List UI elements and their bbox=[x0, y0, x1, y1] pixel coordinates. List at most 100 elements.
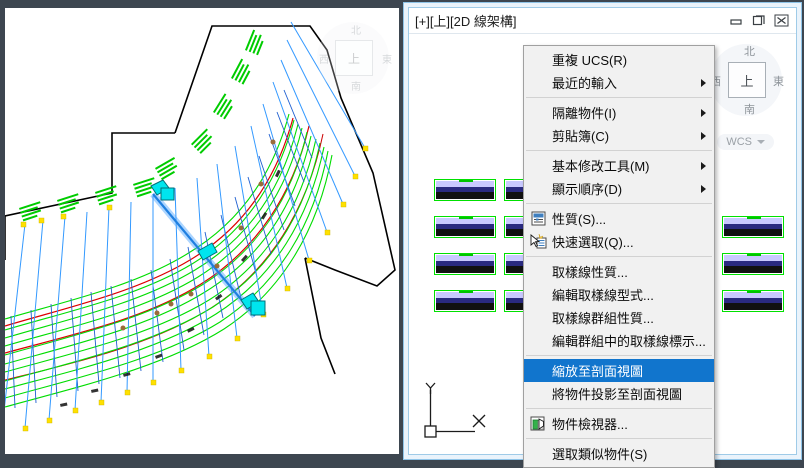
section-view-thumb[interactable] bbox=[434, 253, 496, 275]
section-grid-band bbox=[436, 261, 494, 266]
section-sky-band bbox=[436, 292, 494, 298]
menu-item-isolate-objects[interactable]: 隔離物件(I) bbox=[524, 101, 714, 124]
section-title-bar bbox=[458, 179, 473, 182]
section-ground-band bbox=[436, 266, 494, 273]
menu-separator bbox=[526, 355, 712, 356]
menu-item-label: 將物件投影至剖面視圖 bbox=[552, 387, 683, 402]
section-grid-band bbox=[724, 224, 782, 229]
menu-item-repeat-ucs[interactable]: 重複 UCS(R) bbox=[524, 48, 714, 71]
section-title-bar bbox=[458, 290, 473, 293]
menu-item-label: 取樣線性質... bbox=[552, 265, 628, 280]
section-ground-band bbox=[724, 229, 782, 236]
section-selection-box bbox=[722, 253, 784, 275]
section-ground-band bbox=[724, 303, 782, 310]
menu-separator bbox=[526, 97, 712, 98]
menu-item-recent-input[interactable]: 最近的輸入 bbox=[524, 71, 714, 94]
menu-item-label: 編輯群組中的取樣線標示... bbox=[552, 334, 706, 349]
section-grid-band bbox=[436, 224, 494, 229]
close-icon[interactable] bbox=[773, 13, 790, 28]
viewcube-west-label[interactable]: 西 bbox=[710, 76, 721, 88]
window-titlebar[interactable]: [+][上][2D 線架構] bbox=[409, 8, 796, 34]
submenu-arrow-icon bbox=[701, 108, 706, 117]
menu-item-sample-line-group-properties[interactable]: 取樣線群組性質... bbox=[524, 306, 714, 329]
section-selection-box bbox=[434, 179, 496, 201]
section-grid-band bbox=[724, 261, 782, 266]
menu-separator bbox=[526, 408, 712, 409]
section-title-bar bbox=[746, 253, 761, 256]
section-view-thumb[interactable] bbox=[722, 290, 784, 312]
section-ground-band bbox=[436, 303, 494, 310]
section-view-thumb[interactable] bbox=[722, 216, 784, 238]
menu-item-label: 編輯取樣線型式... bbox=[552, 288, 654, 303]
section-grid-band bbox=[724, 298, 782, 303]
section-title-bar bbox=[746, 216, 761, 219]
section-view-thumb[interactable] bbox=[434, 290, 496, 312]
menu-item-clipboard[interactable]: 剪貼簿(C) bbox=[524, 124, 714, 147]
menu-item-label: 縮放至剖面視圖 bbox=[552, 364, 644, 379]
section-selection-box bbox=[722, 216, 784, 238]
menu-item-quick-select[interactable]: 快速選取(Q)... bbox=[524, 230, 714, 253]
menu-item-label: 最近的輸入 bbox=[552, 76, 618, 91]
menu-item-basic-modify-tools[interactable]: 基本修改工具(M) bbox=[524, 154, 714, 177]
menu-item-label: 重複 UCS(R) bbox=[552, 53, 628, 68]
section-selection-box bbox=[722, 290, 784, 312]
section-view-thumb[interactable] bbox=[722, 253, 784, 275]
chevron-down-icon[interactable] bbox=[757, 140, 765, 144]
context-menu[interactable]: 重複 UCS(R) 最近的輸入 隔離物件(I) 剪貼簿(C) 基本修改工具(M)… bbox=[523, 45, 715, 468]
section-view-thumb[interactable] bbox=[434, 216, 496, 238]
background-drawing-window[interactable]: 北 西 東 南 上 bbox=[0, 0, 403, 462]
section-sky-band bbox=[724, 292, 782, 298]
section-sky-band bbox=[724, 218, 782, 224]
menu-separator bbox=[526, 438, 712, 439]
section-sky-band bbox=[436, 218, 494, 224]
section-selection-box bbox=[434, 216, 496, 238]
menu-separator bbox=[526, 256, 712, 257]
menu-item-label: 快速選取(Q)... bbox=[552, 235, 634, 250]
menu-item-edit-sample-line-style[interactable]: 編輯取樣線型式... bbox=[524, 283, 714, 306]
section-selection-box bbox=[434, 253, 496, 275]
minimize-icon[interactable] bbox=[727, 13, 744, 28]
section-view-thumb[interactable] bbox=[434, 179, 496, 201]
window-title: [+][上][2D 線架構] bbox=[415, 14, 517, 29]
menu-item-properties[interactable]: 性質(S)... bbox=[524, 207, 714, 230]
menu-item-object-viewer[interactable]: 物件檢視器... bbox=[524, 412, 714, 435]
menu-item-select-similar[interactable]: 選取類似物件(S) bbox=[524, 442, 714, 465]
menu-item-edit-sample-line-labels-in-group[interactable]: 編輯群組中的取樣線標示... bbox=[524, 329, 714, 352]
menu-item-label: 取樣線群組性質... bbox=[552, 311, 654, 326]
menu-item-label: 選取類似物件(S) bbox=[552, 447, 648, 462]
section-sky-band bbox=[724, 255, 782, 261]
menu-item-label: 物件檢視器... bbox=[552, 417, 628, 432]
ucs-icon: X Y bbox=[423, 382, 493, 440]
menu-item-label: 隔離物件(I) bbox=[552, 106, 617, 121]
left-drawing-canvas[interactable]: 北 西 東 南 上 bbox=[5, 8, 399, 454]
section-sky-band bbox=[436, 255, 494, 261]
submenu-arrow-icon bbox=[701, 78, 706, 87]
menu-item-zoom-to-section-view[interactable]: 縮放至剖面視圖 bbox=[524, 359, 714, 382]
viewcube[interactable]: 北 西 東 南 上 bbox=[700, 38, 792, 130]
menu-item-label: 剪貼簿(C) bbox=[552, 129, 610, 144]
viewcube-north-label[interactable]: 北 bbox=[744, 46, 755, 58]
viewcube-top-face[interactable]: 上 bbox=[728, 62, 766, 98]
wcs-selector[interactable]: WCS bbox=[717, 134, 774, 150]
corridor-plan-graphics bbox=[5, 21, 396, 432]
restore-icon[interactable] bbox=[750, 13, 767, 28]
object-viewer-icon bbox=[530, 416, 547, 432]
viewcube-east-label[interactable]: 東 bbox=[773, 76, 784, 88]
section-selection-box bbox=[434, 290, 496, 312]
section-title-bar bbox=[746, 290, 761, 293]
section-ground-band bbox=[436, 229, 494, 236]
menu-item-label: 顯示順序(D) bbox=[552, 182, 623, 197]
menu-item-project-objects-to-section-view[interactable]: 將物件投影至剖面視圖 bbox=[524, 382, 714, 405]
section-grid-band bbox=[436, 187, 494, 192]
properties-icon bbox=[530, 211, 547, 227]
section-ground-band bbox=[724, 266, 782, 273]
viewcube-south-label[interactable]: 南 bbox=[744, 104, 755, 116]
submenu-arrow-icon bbox=[701, 131, 706, 140]
menu-item-sample-line-properties[interactable]: 取樣線性質... bbox=[524, 260, 714, 283]
quick-select-icon bbox=[530, 233, 547, 250]
window-control-buttons bbox=[727, 13, 796, 28]
menu-item-draw-order[interactable]: 顯示順序(D) bbox=[524, 177, 714, 200]
submenu-arrow-icon bbox=[701, 161, 706, 170]
menu-separator bbox=[526, 203, 712, 204]
